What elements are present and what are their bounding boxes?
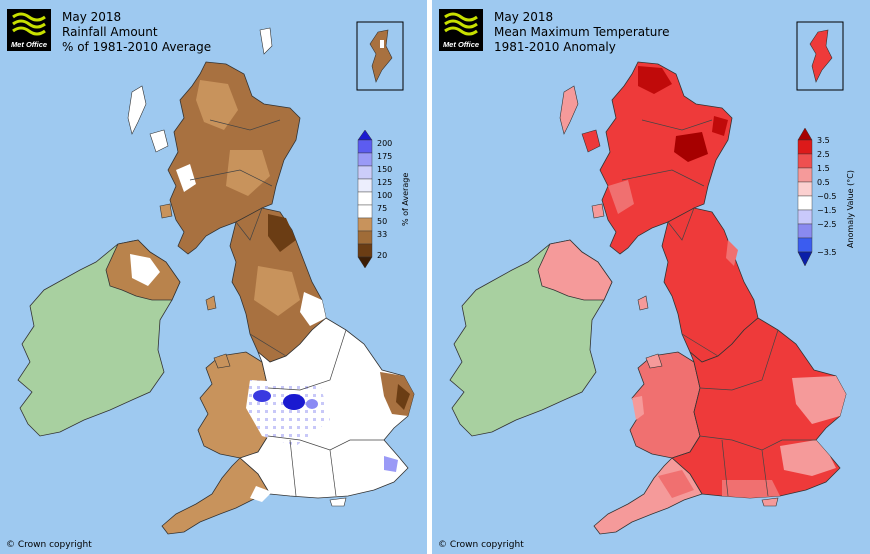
wettest-spot-1 xyxy=(253,390,271,402)
isle-of-wight xyxy=(761,497,779,507)
east-anglia-mild xyxy=(792,376,846,424)
legend-label: 33 xyxy=(377,230,388,239)
title-line-variable: Rainfall Amount xyxy=(62,25,158,39)
region-boundaries xyxy=(189,119,384,497)
legend-label: 3.5 xyxy=(817,136,830,145)
northern-england-white xyxy=(300,292,326,326)
shetland-inset xyxy=(796,21,844,91)
scotland-hot-east xyxy=(712,116,728,136)
scotland-white-patch xyxy=(176,164,196,192)
northern-england-light xyxy=(254,266,300,316)
rainfall-map-panel: Met Office May 2018 Rainfall Amount % of… xyxy=(0,0,427,554)
temperature-legend-bar xyxy=(797,127,813,267)
temperature-copyright: © Crown copyright xyxy=(438,540,524,550)
met-office-logo: Met Office xyxy=(7,9,51,51)
islay xyxy=(159,203,173,219)
scotland xyxy=(599,61,733,255)
region-boundaries xyxy=(621,119,816,497)
midlands-south-england xyxy=(239,317,415,499)
rainfall-map xyxy=(0,0,427,554)
rainfall-legend-title: % of Average xyxy=(401,172,410,226)
legend-label: 125 xyxy=(377,178,393,187)
south-east-mild xyxy=(780,440,836,476)
rainfall-map-title: May 2018 Rainfall Amount % of 1981-2010 … xyxy=(62,10,211,55)
legend-label: −0.5 xyxy=(817,192,837,201)
temperature-legend-title: Anomaly Value (°C) xyxy=(846,170,855,248)
temperature-map-panel: Met Office May 2018 Mean Maximum Tempera… xyxy=(432,0,870,554)
wettest-spot-2 xyxy=(283,394,305,410)
scotland-hot-highlands xyxy=(674,132,708,162)
shetland-inset xyxy=(356,21,404,91)
title-line-month: May 2018 xyxy=(62,10,122,24)
outer-hebrides xyxy=(127,85,147,135)
skye xyxy=(149,129,169,153)
legend-label: 2.5 xyxy=(817,150,830,159)
met-office-logo-waves-icon xyxy=(12,12,46,36)
anglesey xyxy=(213,353,231,369)
legend-label: 175 xyxy=(377,152,393,161)
temperature-map xyxy=(432,0,870,554)
title-line-baseline: 1981-2010 Anomaly xyxy=(494,40,616,54)
scotland-hot-north xyxy=(638,66,672,94)
kent-blue xyxy=(384,456,398,472)
legend-label: −1.5 xyxy=(817,206,837,215)
legend-label: 150 xyxy=(377,165,393,174)
legend-label: 50 xyxy=(377,217,388,226)
islay xyxy=(591,203,605,219)
south-coast-mild xyxy=(722,480,780,498)
south-west-white xyxy=(250,486,272,502)
temperature-map-title: May 2018 Mean Maximum Temperature 1981-2… xyxy=(494,10,669,55)
isle-of-man xyxy=(637,295,649,311)
met-office-logo-waves-icon xyxy=(444,12,478,36)
rainfall-copyright: © Crown copyright xyxy=(6,540,92,550)
title-line-variable: Mean Maximum Temperature xyxy=(494,25,670,39)
skye xyxy=(581,129,601,153)
scotland-mild-west xyxy=(608,180,634,214)
shetland-islands-white xyxy=(259,27,273,55)
wales-coast-mild xyxy=(632,396,644,420)
met-office-logo: Met Office xyxy=(439,9,483,51)
northern-england-dark xyxy=(268,214,296,252)
met-office-logo-text: Met Office xyxy=(10,40,48,49)
legend-label: 100 xyxy=(377,191,393,200)
legend-label: 1.5 xyxy=(817,164,830,173)
title-line-month: May 2018 xyxy=(494,10,554,24)
met-office-logo-text: Met Office xyxy=(442,40,480,49)
wettest-spot-3 xyxy=(306,399,318,409)
legend-label: 20 xyxy=(377,251,388,260)
legend-label: 0.5 xyxy=(817,178,830,187)
scotland-light-area-2 xyxy=(226,150,270,196)
title-line-baseline: % of 1981-2010 Average xyxy=(62,40,212,54)
rainfall-legend-bar xyxy=(357,129,373,269)
legend-label: −2.5 xyxy=(817,220,837,229)
northern-ireland-wet-patch xyxy=(130,254,160,286)
anglesey xyxy=(645,353,663,369)
legend-label: 200 xyxy=(377,139,393,148)
outer-hebrides xyxy=(559,85,579,135)
northern-ireland xyxy=(537,239,613,301)
scotland-light-area xyxy=(196,80,238,130)
isle-of-wight xyxy=(329,497,347,507)
south-west-inland xyxy=(658,470,694,498)
east-anglia-dark xyxy=(396,384,410,410)
isle-of-man xyxy=(205,295,217,311)
northern-england-coast-mild xyxy=(726,240,738,266)
legend-label: −3.5 xyxy=(817,248,837,257)
legend-label: 75 xyxy=(377,204,388,213)
